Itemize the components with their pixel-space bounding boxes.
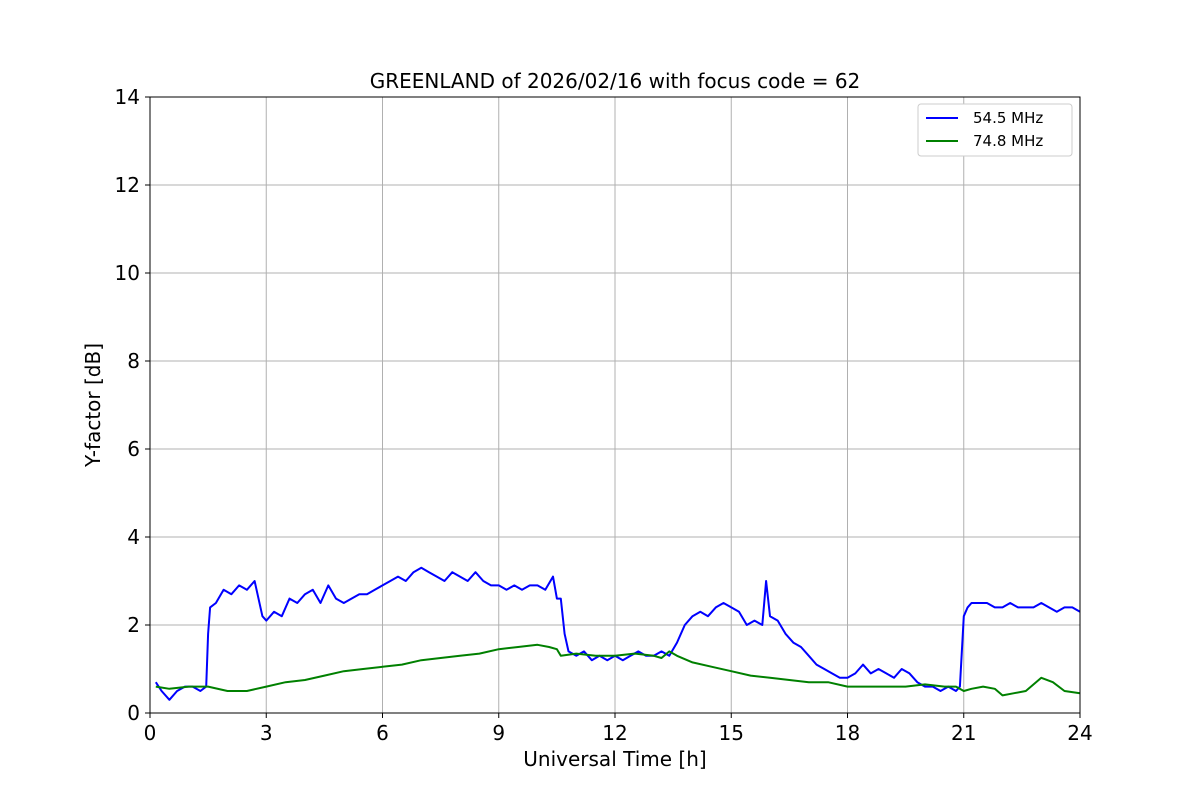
x-tick-label: 24 [1067, 721, 1092, 745]
y-tick-label: 0 [127, 701, 140, 725]
y-tick-label: 12 [115, 173, 140, 197]
legend-label: 54.5 MHz [973, 109, 1043, 127]
series-line-74-8-mhz [155, 643, 1081, 697]
legend-label: 74.8 MHz [973, 132, 1043, 150]
x-axis-label: Universal Time [h] [523, 747, 706, 771]
x-axis: 0 3 6 9 12 15 18 21 24 [144, 713, 1093, 745]
x-tick-label: 6 [376, 721, 389, 745]
y-tick-label: 6 [127, 437, 140, 461]
chart-title: GREENLAND of 2026/02/16 with focus code … [370, 69, 861, 93]
y-tick-label: 4 [127, 525, 140, 549]
y-axis-label: Y-factor [dB] [81, 343, 105, 468]
y-tick-label: 8 [127, 349, 140, 373]
x-tick-label: 21 [951, 721, 976, 745]
y-tick-label: 14 [115, 85, 140, 109]
series-line-54-5-mhz [154, 566, 1081, 701]
series-layer [154, 566, 1081, 701]
y-tick-label: 10 [115, 261, 140, 285]
x-tick-label: 0 [144, 721, 157, 745]
x-tick-label: 18 [835, 721, 860, 745]
legend: 54.5 MHz 74.8 MHz [917, 103, 1073, 157]
y-axis: 0 2 4 6 8 10 12 14 [115, 85, 150, 725]
x-tick-label: 12 [602, 721, 627, 745]
x-tick-label: 9 [492, 721, 505, 745]
x-tick-label: 15 [719, 721, 744, 745]
x-tick-label: 3 [260, 721, 273, 745]
y-tick-label: 2 [127, 613, 140, 637]
